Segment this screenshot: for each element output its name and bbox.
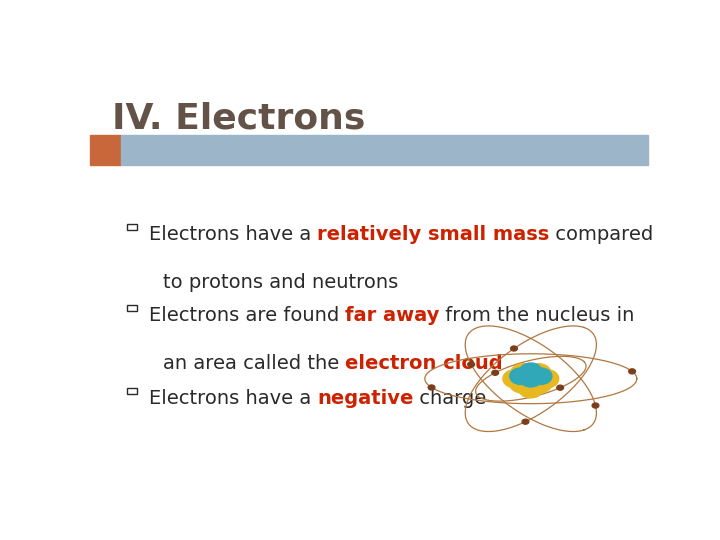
Text: to protons and neutrons: to protons and neutrons: [163, 273, 397, 292]
Circle shape: [492, 370, 498, 375]
Circle shape: [428, 385, 435, 390]
Circle shape: [510, 364, 535, 382]
Text: negative: negative: [317, 389, 413, 408]
Circle shape: [468, 362, 474, 367]
Circle shape: [629, 369, 636, 374]
Text: Electrons have a: Electrons have a: [148, 225, 317, 244]
Circle shape: [526, 364, 551, 382]
Text: far away: far away: [345, 306, 439, 325]
Text: Electrons have a: Electrons have a: [148, 389, 317, 408]
Circle shape: [510, 368, 532, 384]
Circle shape: [557, 385, 564, 390]
Text: electron cloud: electron cloud: [345, 354, 503, 373]
Text: from the nucleus in: from the nucleus in: [439, 306, 635, 325]
Circle shape: [510, 375, 534, 393]
Text: compared: compared: [549, 225, 654, 244]
Circle shape: [534, 369, 559, 388]
Circle shape: [522, 419, 528, 424]
Text: Electrons are found: Electrons are found: [148, 306, 345, 325]
Bar: [90, 136, 121, 165]
Bar: [127, 224, 137, 230]
Bar: [127, 305, 137, 311]
Bar: [127, 388, 137, 394]
Circle shape: [520, 363, 542, 380]
Text: an area called the: an area called the: [163, 354, 345, 373]
Text: relatively small mass: relatively small mass: [317, 225, 549, 244]
Circle shape: [528, 375, 552, 393]
Circle shape: [518, 380, 543, 398]
Circle shape: [503, 369, 528, 388]
Circle shape: [530, 368, 552, 384]
Circle shape: [518, 366, 543, 384]
Text: IV. Electrons: IV. Electrons: [112, 102, 366, 136]
Circle shape: [510, 346, 518, 351]
Text: charge: charge: [413, 389, 487, 408]
Bar: [121, 136, 648, 165]
Circle shape: [520, 370, 542, 387]
Circle shape: [592, 403, 599, 408]
